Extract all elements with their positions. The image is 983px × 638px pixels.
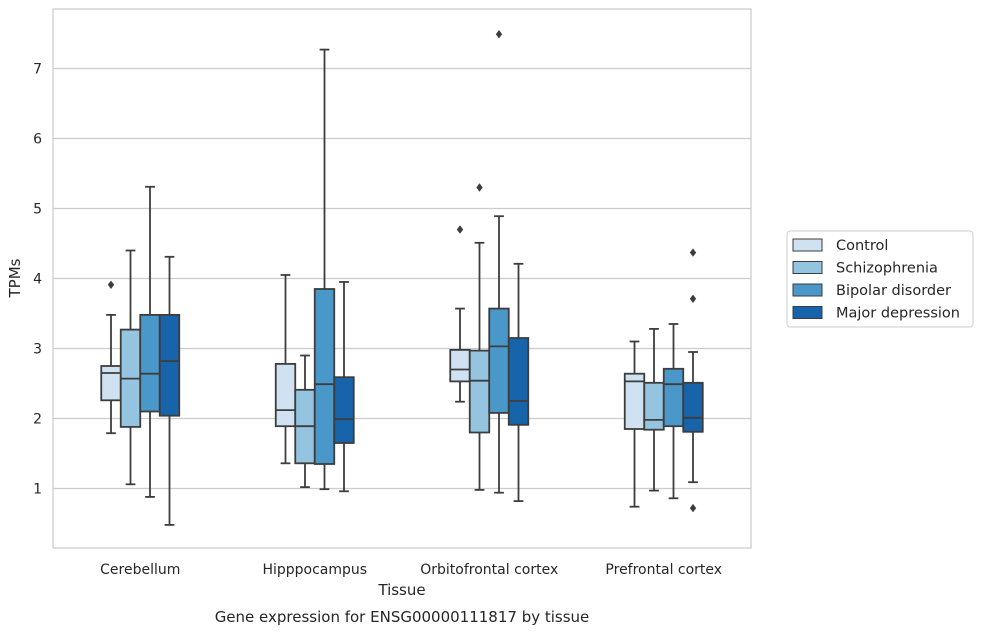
series-group: [100, 225, 646, 508]
legend-label: Major depression: [836, 306, 960, 322]
y-tick-label: 5: [33, 202, 42, 218]
box-body: [662, 367, 685, 428]
legend-swatch: [792, 283, 823, 297]
y-tick-label: 6: [33, 132, 42, 148]
legend-label: Bipolar disorder: [836, 283, 951, 299]
outlier-point: [689, 248, 697, 257]
box-item: [100, 280, 122, 435]
x-tick-label: Cerebellum: [100, 562, 180, 578]
series-group: [139, 30, 685, 500]
series-group: [158, 248, 704, 526]
outlier-point: [689, 294, 697, 303]
box-body: [100, 365, 122, 402]
box-item: [139, 185, 161, 498]
outlier-point: [107, 280, 115, 289]
y-tick-label: 4: [33, 272, 42, 288]
plot-area-frame: [52, 8, 752, 549]
x-axis-label: Tissue: [377, 581, 425, 599]
y-tick-label: 1: [33, 482, 42, 498]
legend-swatch: [792, 238, 823, 252]
box-item: [662, 323, 685, 500]
legend: Control Schizophrenia Bipolar disorder Majo…: [786, 230, 974, 328]
y-axis-ticks: 1 2 3 4 5 6 7: [33, 62, 42, 498]
box-item: [488, 30, 510, 494]
y-axis-label: TPMs: [6, 258, 24, 298]
box-body: [274, 362, 297, 428]
box-body: [333, 376, 355, 444]
box-body: [158, 313, 181, 417]
chart-caption: Gene expression for ENSG00000111817 by t…: [215, 608, 590, 626]
y-tick-label: 7: [33, 62, 42, 78]
legend-label: Control: [836, 238, 888, 254]
legend-frame: [786, 230, 974, 328]
y-tick-label: 3: [33, 342, 42, 358]
box-item: [682, 248, 704, 513]
x-tick-label: Orbitofrontal cortex: [420, 562, 558, 578]
box-item: [623, 340, 646, 508]
box-body: [488, 307, 510, 414]
outlier-point: [456, 225, 464, 234]
x-tick-label: Hipppocampus: [262, 562, 367, 578]
box-body: [468, 349, 491, 434]
box-item: [507, 262, 530, 503]
box-body: [507, 337, 530, 426]
box-item: [274, 274, 297, 465]
box-body: [449, 348, 471, 383]
outlier-point: [495, 30, 503, 39]
box-body: [682, 381, 704, 433]
box-item: [333, 281, 355, 493]
box-body: [139, 313, 161, 413]
box-body: [313, 288, 336, 465]
outlier-point: [689, 503, 697, 513]
x-axis-ticks: Cerebellum Hipppocampus Orbitofrontal cort…: [100, 562, 722, 578]
box-item: [119, 249, 142, 486]
box-body: [643, 381, 665, 431]
legend-label: Schizophrenia: [836, 261, 938, 277]
outlier-point: [476, 183, 483, 192]
legend-swatch: [792, 306, 823, 319]
box-series: [100, 30, 704, 526]
x-tick-label: Prefrontal cortex: [605, 562, 722, 578]
box-item: [468, 183, 491, 491]
box-item: [449, 225, 471, 403]
legend-swatch: [792, 261, 823, 274]
box-item: [158, 255, 181, 526]
y-tick-label: 2: [33, 412, 42, 428]
